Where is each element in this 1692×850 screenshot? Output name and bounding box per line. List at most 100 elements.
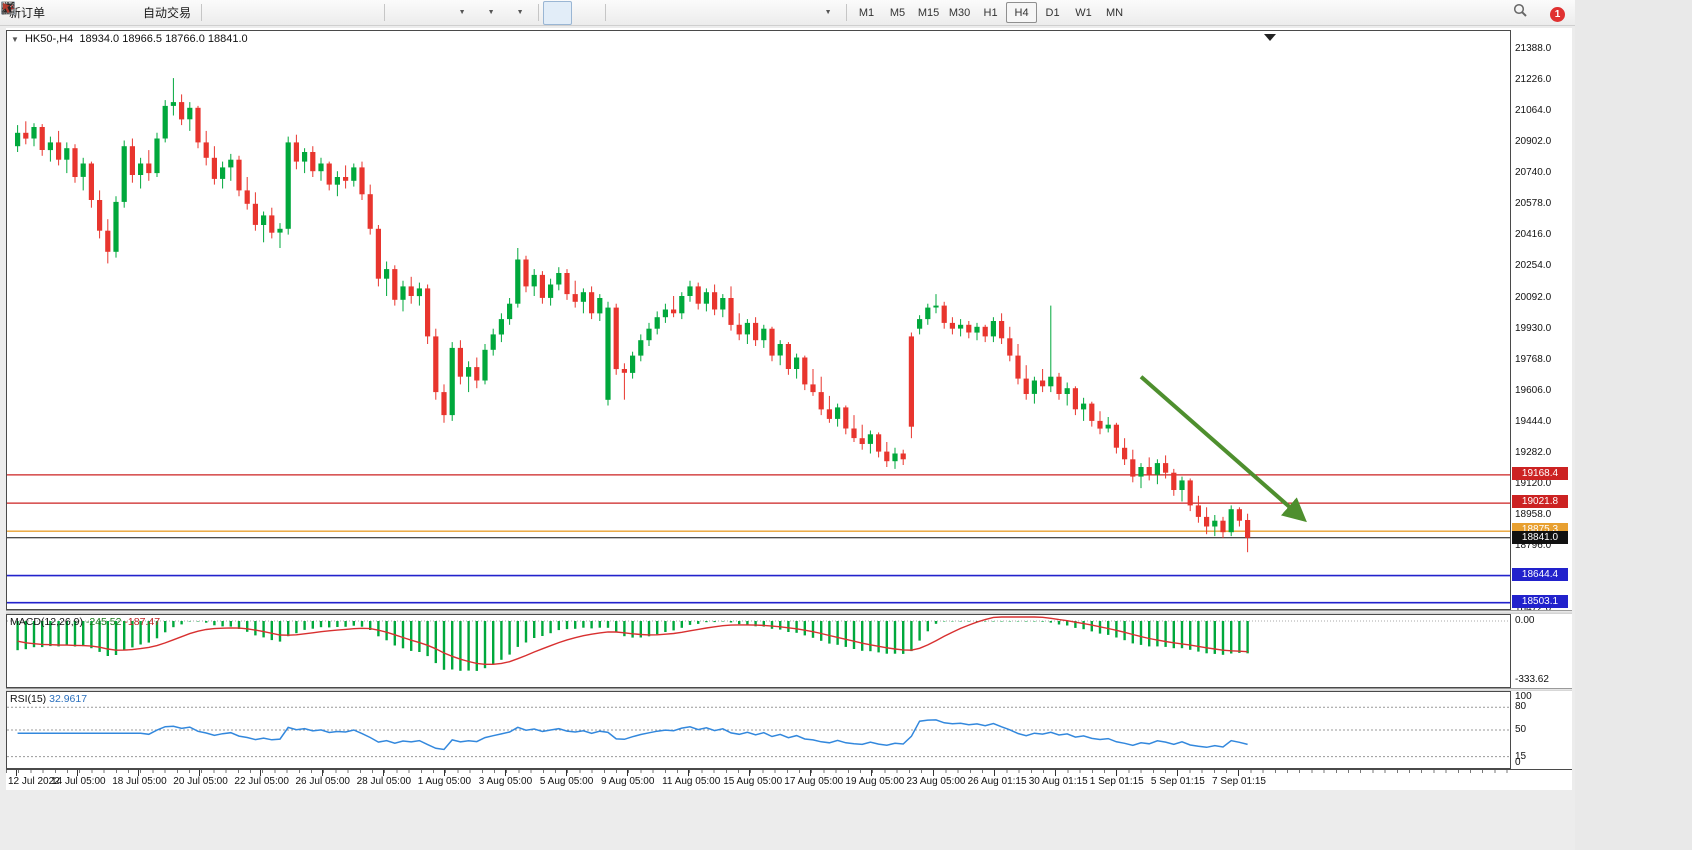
tile-windows-button[interactable] [1, 1, 380, 25]
metaquotes-button[interactable] [1, 1, 138, 25]
horizontal-line-button[interactable] [2, 1, 668, 25]
timeframe-h4-button[interactable]: H4 [1006, 2, 1038, 23]
timeframe-h1-button[interactable]: H1 [983, 6, 998, 19]
price-axis-label: 21388.0 [1515, 43, 1552, 54]
macd-label: MACD(12,26,9) [10, 616, 83, 628]
autotrading-label: 自动交易 [143, 6, 192, 20]
text-label-button[interactable]: T [1, 1, 813, 25]
time-axis-label: 30 Aug 01:15 [1028, 776, 1088, 787]
rsi-axis-label: 15 [1515, 751, 1527, 762]
trendline-button[interactable] [2, 1, 697, 25]
periods-button[interactable]: ▼ [2, 1, 505, 25]
time-axis-label: 12 Jul 2022 [8, 776, 60, 787]
price-axis-label: 18958.0 [1515, 509, 1552, 520]
price-axis-label: 19606.0 [1515, 385, 1552, 396]
arrows-button[interactable]: ▼ [3, 1, 842, 25]
time-axis-label: 14 Jul 05:00 [51, 776, 106, 787]
price-axis-label: 20092.0 [1515, 292, 1552, 303]
symbol-label: HK50-,H4 [24, 33, 74, 45]
time-axis-tick [565, 770, 567, 776]
svg-text:T: T [6, 3, 12, 13]
notification-badge[interactable]: 1 [1550, 6, 1565, 22]
toolbar-separator [201, 4, 203, 21]
bar-chart-button[interactable] [2, 1, 235, 25]
time-axis-tick [16, 770, 17, 776]
fibonacci-button[interactable]: F [2, 1, 755, 25]
cursor-button[interactable] [5, 0, 573, 25]
macd-histogram [16, 621, 1249, 671]
time-axis-label: 1 Aug 05:00 [417, 776, 472, 787]
toolbar-separator [538, 4, 540, 21]
timeframe-mn-button[interactable]: MN [1105, 6, 1124, 19]
toolbar-right-group: 1 [1512, 2, 1565, 26]
toolbar-separator [384, 4, 386, 21]
time-axis-label: 22 Jul 05:00 [234, 776, 289, 787]
rsi-pane[interactable]: RSI(15) 32.9617 [6, 691, 1511, 769]
auto-scroll-button[interactable] [1, 1, 418, 25]
time-axis-label: 15 Aug 05:00 [723, 776, 783, 787]
time-axis[interactable]: 12 Jul 2022 14 Jul 05:00 18 Jul 05:00 20 Ju… [6, 769, 1572, 788]
trend-arrow-annotation[interactable] [1139, 375, 1307, 523]
macd-pane[interactable]: MACD(12,26,9) -245.52 -187.47 [6, 614, 1511, 688]
timeframe-m5-button[interactable]: M5 [889, 6, 906, 19]
price-level-badge: 18644.4 [1512, 568, 1568, 581]
search-button[interactable] [1512, 2, 1541, 26]
time-axis-tick [688, 770, 690, 776]
price-axis-label: 20740.0 [1515, 167, 1552, 178]
macd-value-signal: -187.47 [124, 616, 161, 628]
channel-button[interactable] [1, 1, 726, 25]
community-button[interactable] [2, 1, 109, 25]
time-axis-label: 18 Jul 05:00 [112, 776, 167, 787]
line-chart-button[interactable] [1, 1, 293, 25]
time-axis-label: 3 Aug 05:00 [478, 776, 533, 787]
pane-splitter[interactable] [6, 610, 1572, 614]
macd-axis[interactable]: 0.00 -333.62 [1511, 614, 1572, 688]
rsi-axis-label: 100 [1515, 691, 1532, 702]
crosshair-button[interactable] [2, 1, 601, 25]
timeframe-w1-button[interactable]: W1 [1075, 6, 1092, 19]
price-axis-label: 20902.0 [1515, 136, 1552, 147]
vertical-line-button[interactable] [7, 1, 639, 25]
price-axis-label: 19282.0 [1515, 447, 1552, 458]
price-axis-label: 20578.0 [1515, 198, 1552, 209]
time-axis-label: 5 Aug 05:00 [539, 776, 594, 787]
timeframe-d1-button[interactable]: D1 [1045, 6, 1060, 19]
chart-shift-button[interactable] [1, 1, 447, 25]
timeframe-m1-button[interactable]: M1 [858, 6, 875, 19]
price-axis-label: 20254.0 [1515, 260, 1552, 271]
one-click-trading-toggle[interactable]: ▼ [11, 35, 19, 44]
price-axis-label: 20416.0 [1515, 229, 1552, 240]
rsi-axis[interactable]: 100 80 50 15 0 [1511, 691, 1572, 769]
indicators-button[interactable]: ▼ [3, 1, 476, 25]
price-axis-label: 18796.0 [1515, 540, 1552, 551]
zoom-out-button[interactable] [1, 1, 351, 25]
application-window: 新订单 自动交易 [0, 0, 1575, 790]
time-axis-label: 28 Jul 05:00 [356, 776, 412, 787]
time-axis-tick [321, 770, 323, 776]
zoom-in-button[interactable] [1, 1, 322, 25]
time-axis-tick [260, 770, 262, 776]
time-axis-tick [1176, 770, 1178, 776]
timeframe-m15-button[interactable]: M15 [917, 6, 940, 19]
time-axis-tick [810, 770, 812, 776]
time-axis-label: 19 Aug 05:00 [845, 776, 905, 787]
macd-label-row: MACD(12,26,9) -245.52 -187.47 [10, 616, 160, 628]
price-axis[interactable]: 21388.0 21226.0 21064.0 20902.0 20740.0 20578… [1511, 30, 1572, 614]
templates-button[interactable]: ▼ [2, 1, 534, 25]
timeframe-m30-button[interactable]: M30 [948, 6, 971, 19]
chart-shift-marker[interactable] [1264, 34, 1276, 41]
new-chart-button[interactable] [1, 1, 80, 25]
pane-splitter[interactable] [6, 688, 1572, 691]
price-pane[interactable]: ▼ HK50-,H4 18934.0 18966.5 18766.0 18841… [6, 30, 1511, 610]
text-button[interactable]: A [4, 1, 784, 25]
search-icon [1513, 3, 1527, 17]
toolbar-separator [846, 4, 848, 21]
time-axis-label: 26 Aug 01:15 [967, 776, 1027, 787]
candlestick-chart-button[interactable] [3, 1, 264, 25]
open-value: 18934.0 [79, 33, 120, 45]
macd-axis-label: 0.00 [1515, 615, 1535, 626]
chart-header: ▼ HK50-,H4 18934.0 18966.5 18766.0 18841… [11, 33, 248, 45]
autotrading-button[interactable]: 自动交易 [1, 1, 197, 25]
time-axis-tick [1115, 770, 1117, 776]
text-label-icon: T [1, 3, 15, 14]
